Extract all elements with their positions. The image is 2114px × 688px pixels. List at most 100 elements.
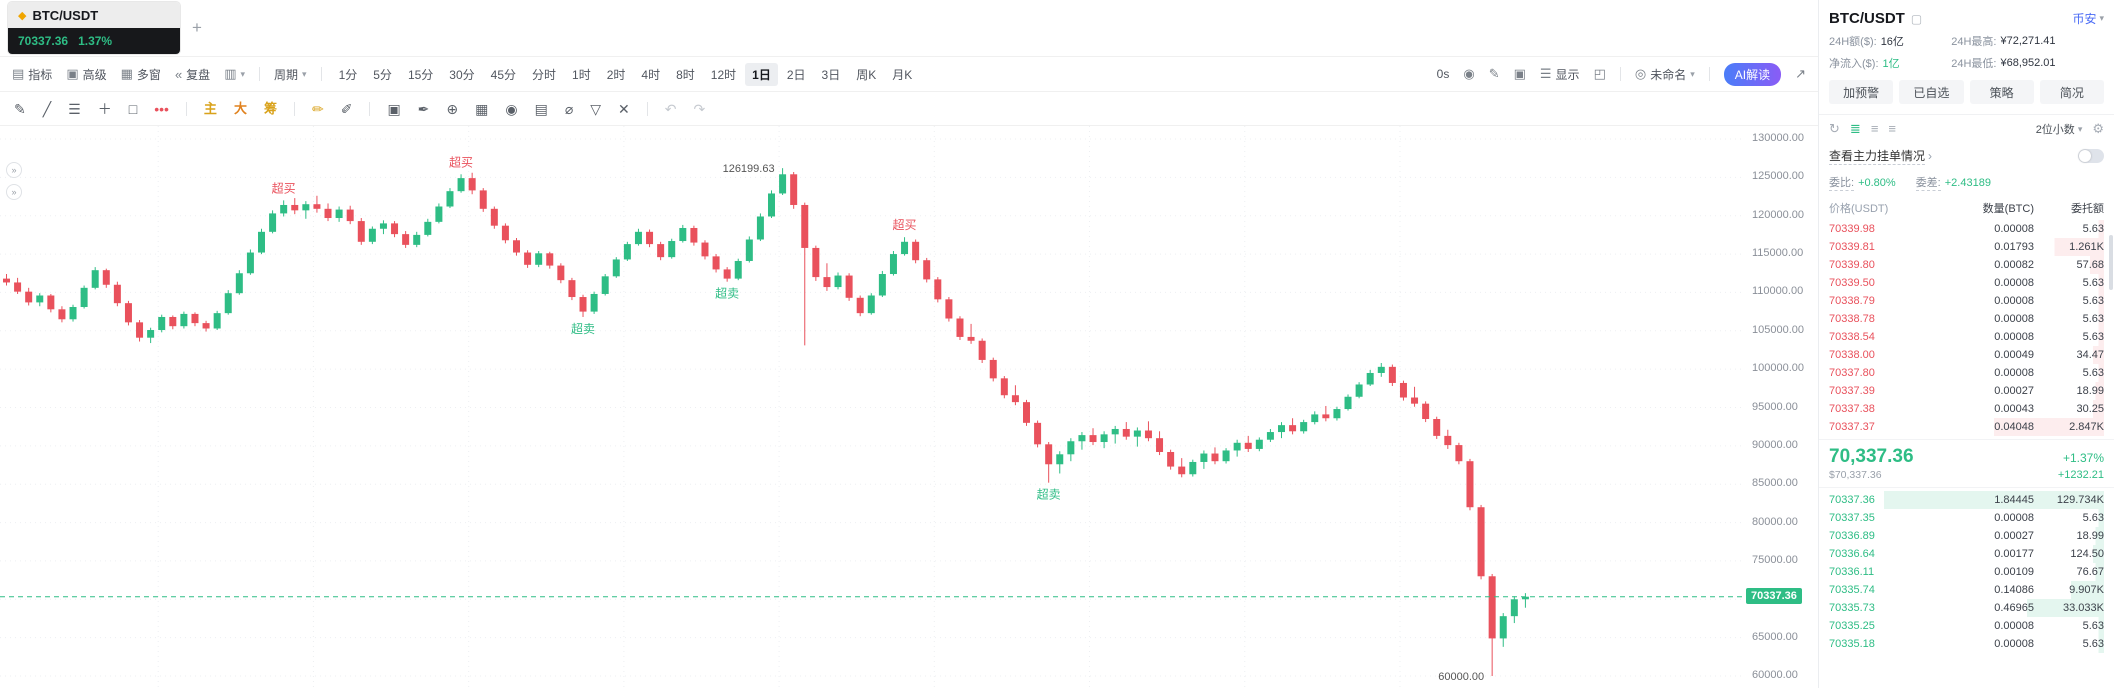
period-select[interactable]: 周期 ▾: [274, 66, 307, 83]
panel-view-icon[interactable]: ▤: [534, 100, 548, 117]
timeframe-button[interactable]: 分时: [532, 67, 557, 82]
undo-icon[interactable]: ↶: [664, 100, 677, 117]
ask-row[interactable]: 70338.54 0.00008 5.63: [1829, 328, 2104, 346]
bid-row[interactable]: 70337.36 1.84445 129.734K: [1829, 491, 2104, 509]
ratio-label: 委比:: [1829, 174, 1855, 191]
timeframe-button[interactable]: 15分: [407, 67, 434, 82]
orderbook-asks-icon[interactable]: ≡: [1870, 121, 1879, 136]
bid-row[interactable]: 70336.64 0.00177 124.50: [1829, 545, 2104, 563]
add-tab-button[interactable]: +: [192, 18, 202, 37]
ask-row[interactable]: 70339.98 0.00008 5.63: [1829, 220, 2104, 238]
bid-row[interactable]: 70335.18 0.00008 5.63: [1829, 635, 2104, 653]
precision-select[interactable]: 2位小数 ▾: [2036, 121, 2083, 137]
timeframe-button[interactable]: 3日: [821, 67, 841, 82]
pattern-dots-icon[interactable]: •••: [154, 100, 169, 117]
bid-row[interactable]: 70335.25 0.00008 5.63: [1829, 617, 2104, 635]
bid-row[interactable]: 70335.73 0.46965 33.033K: [1829, 599, 2104, 617]
orderbook-refresh-icon[interactable]: ↻: [1829, 121, 1840, 136]
grid-chart-icon[interactable]: ▦: [475, 100, 489, 117]
ask-row[interactable]: 70337.39 0.00027 18.99: [1829, 382, 2104, 400]
main-orders-link[interactable]: 查看主力挂单情况: [1829, 149, 1926, 165]
stat-volume: 24H额($): 16亿: [1829, 33, 1951, 49]
main-orders-toggle[interactable]: [2078, 149, 2104, 163]
timeframe-button[interactable]: 2时: [606, 67, 626, 82]
add-alert-button[interactable]: 加预警: [1829, 80, 1894, 104]
copy-chart-icon[interactable]: ▣: [387, 100, 401, 117]
replay-button[interactable]: «复盘: [175, 66, 210, 83]
panel-scrollbar[interactable]: [2109, 235, 2113, 290]
zoom-in-icon[interactable]: ⊕: [446, 100, 459, 117]
price-axis-label: 80000.00: [1752, 515, 1798, 528]
ask-row[interactable]: 70339.81 0.01793 1.261K: [1829, 238, 2104, 256]
draw-edit-icon[interactable]: ✎: [1489, 66, 1500, 82]
crosshair-tool-icon[interactable]: ＋: [97, 100, 112, 117]
bid-row[interactable]: 70335.74 0.14086 9.907K: [1829, 581, 2104, 599]
ask-row[interactable]: 70338.79 0.00008 5.63: [1829, 292, 2104, 310]
collapse-panel-button[interactable]: »: [6, 162, 22, 178]
ask-row[interactable]: 70338.78 0.00008 5.63: [1829, 310, 2104, 328]
main-indicator-button[interactable]: 主: [203, 101, 217, 116]
orderbook-combined-icon[interactable]: ≣: [1849, 121, 1861, 136]
rectangle-tool-icon[interactable]: □: [128, 100, 138, 117]
timeframe-button[interactable]: 5分: [373, 67, 392, 82]
timeframe-button[interactable]: 1日: [745, 62, 778, 86]
share-icon[interactable]: ↗: [1795, 66, 1806, 82]
timeframe-button[interactable]: 4时: [641, 67, 661, 82]
timeframe-button[interactable]: 30分: [449, 67, 475, 82]
strategy-button[interactable]: 策略: [1969, 80, 2034, 104]
orderbook-bids-icon[interactable]: ≡: [1888, 121, 1896, 136]
ask-row[interactable]: 70337.38 0.00043 30.25: [1829, 400, 2104, 418]
pencil-tool-icon[interactable]: ✎: [14, 100, 26, 117]
collapse-panel-button-2[interactable]: »: [6, 184, 22, 200]
ai-analyze-button[interactable]: AI解读: [1723, 62, 1782, 86]
replay-button-label: 复盘: [186, 67, 211, 82]
timeframe-button[interactable]: 月K: [892, 67, 913, 82]
bid-row[interactable]: 70336.89 0.00027 18.99: [1829, 527, 2104, 545]
ask-row[interactable]: 70338.00 0.00049 34.47: [1829, 346, 2104, 364]
exchange-select[interactable]: 币安 ▾: [2072, 10, 2104, 27]
trend-line-tool-icon[interactable]: ╱: [42, 100, 52, 117]
indicators-button[interactable]: ▤ 指标: [12, 66, 52, 83]
multi-window-button[interactable]: ▦ 多窗: [121, 66, 161, 83]
measure-tool-icon[interactable]: ⌀: [564, 100, 574, 117]
timeframe-button[interactable]: 2日: [786, 67, 806, 82]
timeframe-button[interactable]: 8时: [676, 67, 695, 82]
ask-row[interactable]: 70337.80 0.00008 5.63: [1829, 364, 2104, 382]
symbol-tab[interactable]: ◆ BTC/USDT 70337.36 1.37%: [8, 2, 180, 54]
ask-row[interactable]: 70339.80 0.00082 57.68: [1829, 256, 2104, 274]
chart-style-select[interactable]: ▥ ▾: [224, 66, 245, 82]
ask-row[interactable]: 70339.50 0.00008 5.63: [1829, 274, 2104, 292]
brush-tool-icon[interactable]: ✐: [340, 100, 353, 117]
fullscreen-icon[interactable]: ◰: [1594, 66, 1606, 82]
camera-icon[interactable]: ◉: [1463, 66, 1474, 82]
timeframe-button[interactable]: 1分: [338, 67, 358, 82]
timeframe-button[interactable]: 1时: [572, 67, 591, 82]
highlight-pencil-icon[interactable]: ✏: [311, 100, 324, 117]
ask-row[interactable]: 70337.37 0.04048 2.847K: [1829, 418, 2104, 436]
timeframe-button[interactable]: 12时: [710, 67, 737, 82]
bid-row[interactable]: 70336.11 0.00109 76.67: [1829, 563, 2104, 581]
pen-tool-icon[interactable]: ✒: [417, 100, 430, 117]
overview-button[interactable]: 简况: [2039, 80, 2104, 104]
large-view-button[interactable]: 大: [233, 101, 247, 116]
arrow-right-icon: ›: [1928, 149, 1933, 163]
advanced-button[interactable]: ▣ 高级: [66, 66, 106, 83]
timeframe-button[interactable]: 周K: [856, 67, 877, 82]
copy-icon[interactable]: ▢: [1910, 11, 1923, 26]
display-menu[interactable]: ☰ 显示: [1540, 66, 1580, 83]
panel-button-row: 加预警 已自选 策略 简况: [1819, 71, 2114, 114]
filter-tool-icon[interactable]: ▽: [590, 100, 602, 117]
refresh-interval[interactable]: 0s: [1437, 67, 1450, 81]
snapshot-icon[interactable]: ◉: [505, 100, 518, 117]
favorited-button[interactable]: 已自选: [1899, 80, 1964, 104]
chip-distribution-button[interactable]: 筹: [263, 101, 277, 116]
timeframe-button[interactable]: 45分: [490, 67, 517, 82]
settings-gear-icon[interactable]: ⚙: [2092, 121, 2104, 136]
template-select[interactable]: ◎ 未命名 ▾: [1635, 66, 1695, 83]
delete-tool-icon[interactable]: ✕: [618, 100, 630, 117]
multi-chart-icon[interactable]: ▣: [1514, 66, 1526, 82]
bid-row[interactable]: 70337.35 0.00008 5.63: [1829, 509, 2104, 527]
indicator-list-icon[interactable]: ☰: [68, 100, 81, 117]
redo-icon[interactable]: ↷: [693, 100, 706, 117]
